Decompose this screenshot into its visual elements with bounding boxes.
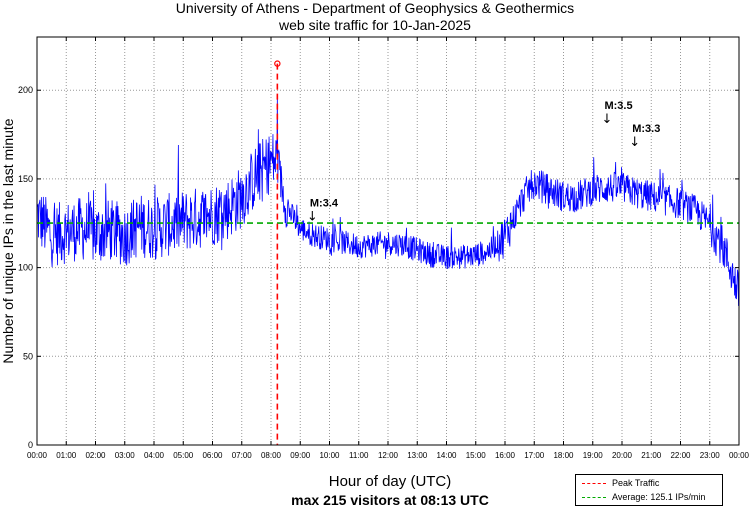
chart-title: University of Athens - Department of Geo… bbox=[175, 0, 575, 16]
y-tick-label: 0 bbox=[28, 440, 33, 450]
x-axis-title: Hour of day (UTC) bbox=[328, 473, 452, 490]
y-tick-label: 50 bbox=[23, 351, 33, 361]
annotation-arrow-icon: ↓ bbox=[307, 209, 318, 224]
x-tick-label: 14:00 bbox=[436, 451, 457, 460]
annotation-label: M:3.5 bbox=[604, 100, 632, 112]
x-tick-label: 00:00 bbox=[729, 451, 750, 460]
x-tick-label: 07:00 bbox=[232, 451, 253, 460]
annotation-arrow-icon: ↓ bbox=[601, 112, 612, 127]
y-tick-label: 200 bbox=[18, 85, 33, 95]
x-tick-label: 04:00 bbox=[144, 451, 165, 460]
x-tick-label: 13:00 bbox=[407, 451, 428, 460]
annotation-label: M:3.4 bbox=[310, 197, 339, 209]
legend-peak-label: Peak Traffic bbox=[612, 478, 660, 488]
x-tick-label: 17:00 bbox=[524, 451, 545, 460]
peak-summary: max 215 visitors at 08:13 UTC bbox=[291, 492, 489, 508]
x-tick-label: 03:00 bbox=[115, 451, 136, 460]
x-tick-label: 11:00 bbox=[349, 451, 369, 460]
x-tick-label: 05:00 bbox=[173, 451, 194, 460]
y-tick-label: 100 bbox=[18, 263, 33, 273]
x-tick-label: 01:00 bbox=[56, 451, 77, 460]
x-tick-label: 19:00 bbox=[583, 451, 604, 460]
legend-average-label: Average: 125.1 IPs/min bbox=[612, 492, 706, 502]
y-axis-title: Number of unique IPs in the last minute bbox=[0, 118, 16, 363]
chart-subtitle: web site traffic for 10-Jan-2025 bbox=[279, 17, 471, 33]
traffic-series-line bbox=[36, 95, 740, 306]
x-tick-label: 21:00 bbox=[641, 451, 662, 460]
x-tick-label: 09:00 bbox=[290, 451, 311, 460]
legend-average-entry: Average: 125.1 IPs/min bbox=[582, 491, 705, 503]
legend-peak-swatch bbox=[582, 482, 606, 484]
x-tick-label: 23:00 bbox=[700, 451, 721, 460]
x-tick-label: 00:00 bbox=[27, 451, 48, 460]
annotation-label: M:3.3 bbox=[632, 123, 660, 135]
annotation-arrow-icon: ↓ bbox=[629, 135, 640, 150]
x-tick-label: 08:00 bbox=[261, 451, 282, 460]
x-tick-label: 16:00 bbox=[495, 451, 516, 460]
legend-peak-entry: Peak Traffic bbox=[582, 477, 659, 489]
y-tick-label: 150 bbox=[18, 174, 33, 184]
x-tick-label: 10:00 bbox=[319, 451, 340, 460]
x-tick-label: 18:00 bbox=[553, 451, 574, 460]
x-tick-label: 02:00 bbox=[85, 451, 106, 460]
legend-average-swatch bbox=[582, 496, 606, 498]
legend: Peak Traffic Average: 125.1 IPs/min bbox=[575, 474, 723, 506]
x-tick-label: 06:00 bbox=[202, 451, 223, 460]
x-tick-label: 20:00 bbox=[612, 451, 633, 460]
x-tick-label: 22:00 bbox=[670, 451, 691, 460]
x-tick-label: 15:00 bbox=[466, 451, 487, 460]
x-tick-label: 12:00 bbox=[378, 451, 399, 460]
peak-marker bbox=[274, 60, 281, 67]
